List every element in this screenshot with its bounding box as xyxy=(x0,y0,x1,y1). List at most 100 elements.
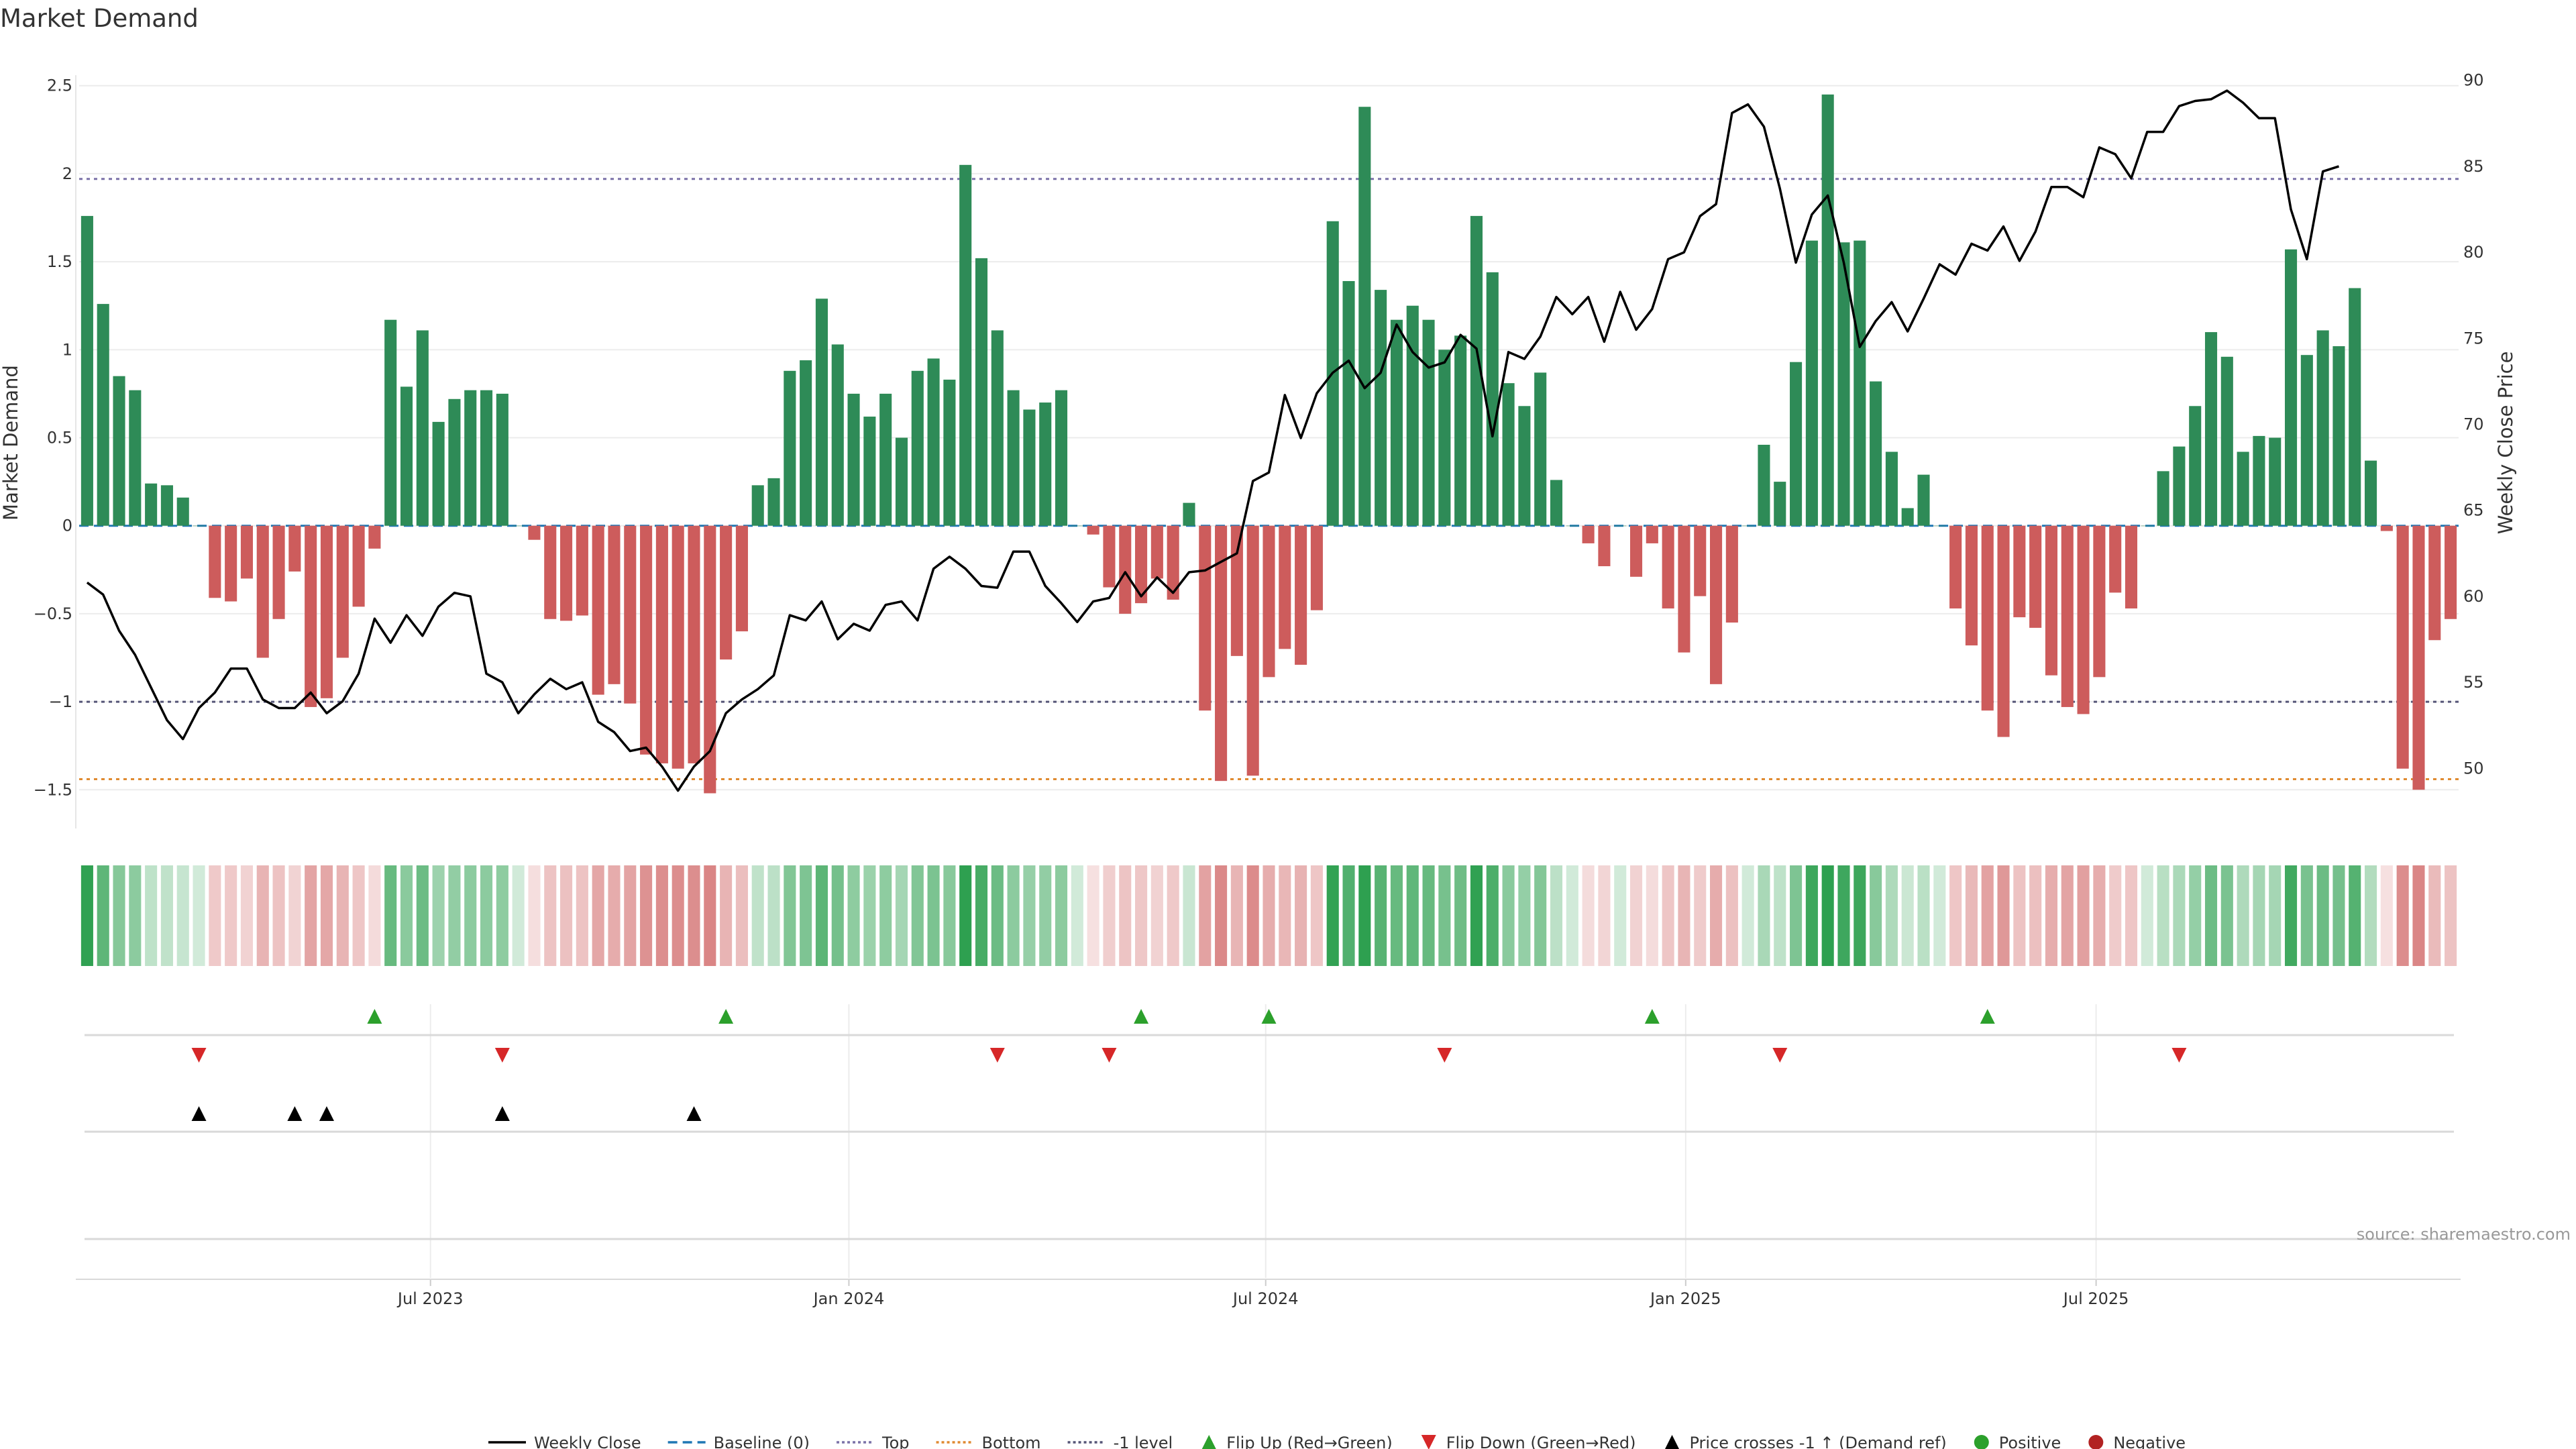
heat-cell xyxy=(1438,865,1451,966)
heat-cell xyxy=(1917,865,1930,966)
demand-bar xyxy=(1646,525,1658,543)
demand-bar xyxy=(1023,409,1036,526)
heat-cell xyxy=(305,865,317,966)
heat-cell xyxy=(895,865,908,966)
heat-cell xyxy=(2220,865,2233,966)
y-tick-label: 1 xyxy=(62,340,72,359)
demand-bar xyxy=(1885,451,1898,526)
demand-bar xyxy=(1854,240,1866,526)
demand-bar xyxy=(145,483,158,526)
y2-tick-label: 75 xyxy=(2463,329,2484,347)
heat-cell xyxy=(2109,865,2122,966)
demand-bar xyxy=(1949,525,1962,609)
heat-cell xyxy=(2316,865,2329,966)
heat-cell xyxy=(528,865,541,966)
heat-cell xyxy=(2013,865,2026,966)
heat-cell xyxy=(1885,865,1898,966)
demand-bar xyxy=(1997,525,2010,737)
demand-bar xyxy=(2300,355,2313,526)
legend-label: Bottom xyxy=(982,1434,1041,1449)
demand-bar xyxy=(1215,525,1228,782)
heat-cell xyxy=(863,865,876,966)
demand-bar xyxy=(991,330,1004,526)
heat-cell xyxy=(256,865,269,966)
heat-cell xyxy=(2093,865,2106,966)
heat-cell xyxy=(1215,865,1228,966)
y2-tick-label: 85 xyxy=(2463,157,2484,176)
heat-cell xyxy=(1230,865,1243,966)
demand-bar xyxy=(624,525,637,704)
demand-bar xyxy=(176,497,189,526)
weekly-close-line xyxy=(86,89,2340,792)
legend-label: -1 level xyxy=(1114,1434,1173,1449)
y2-tick-label: 80 xyxy=(2463,243,2484,262)
heat-cell xyxy=(576,865,588,966)
heat-cell xyxy=(592,865,604,966)
demand-bar xyxy=(2141,525,2153,527)
heat-cell xyxy=(1534,865,1547,966)
heat-cell xyxy=(1390,865,1403,966)
heat-cell xyxy=(1150,865,1163,966)
y-axis-right: 90 85 80 75 70 65 60 55 50 xyxy=(2463,71,2484,778)
heat-cell xyxy=(2077,865,2090,966)
y2-tick-label: 60 xyxy=(2463,587,2484,606)
flip-up-marker xyxy=(1980,1009,1995,1024)
demand-bar xyxy=(1518,406,1531,526)
demand-bar xyxy=(1582,525,1595,543)
demand-bar xyxy=(209,525,221,598)
demand-bar xyxy=(2253,435,2265,526)
legend-label: Negative xyxy=(2113,1434,2186,1449)
demand-bar xyxy=(720,525,733,660)
heat-cell xyxy=(2365,865,2377,966)
demand-bar xyxy=(2125,525,2138,609)
demand-bar xyxy=(496,393,508,526)
y-axis-left: 2.5 2 1.5 1 0.5 0 −0.5 −1 −1.5 xyxy=(34,75,76,828)
legend: Weekly Close Baseline (0) Top Bottom -1 leve… xyxy=(488,1434,2186,1449)
demand-bar xyxy=(1263,525,1275,678)
heat-cell xyxy=(751,865,764,966)
demand-bar xyxy=(592,525,604,695)
heat-cell xyxy=(145,865,158,966)
heat-cell xyxy=(2125,865,2138,966)
price-cross-marker xyxy=(191,1106,207,1121)
heat-cell xyxy=(1694,865,1707,966)
y-tick-label: −0.5 xyxy=(34,604,72,623)
demand-bar xyxy=(1901,508,1914,526)
demand-bar xyxy=(1550,480,1563,526)
demand-bar xyxy=(1790,362,1803,526)
demand-bar xyxy=(2093,525,2106,678)
legend-item: Flip Down (Green→Red) xyxy=(1421,1434,1636,1449)
demand-bar xyxy=(193,525,205,527)
demand-bar xyxy=(879,393,892,526)
demand-bar xyxy=(1055,390,1068,526)
demand-bar xyxy=(640,525,653,755)
demand-bar xyxy=(225,525,237,602)
demand-bar xyxy=(432,421,445,526)
heat-cell xyxy=(1614,865,1627,966)
heat-cell xyxy=(2189,865,2202,966)
heat-cell xyxy=(1167,865,1179,966)
heat-cell xyxy=(2141,865,2153,966)
demand-bar xyxy=(272,525,285,619)
signal-markers-panel xyxy=(85,1009,2454,1240)
heat-cell xyxy=(1805,865,1818,966)
demand-bar xyxy=(1406,305,1419,526)
heat-cell xyxy=(1758,865,1770,966)
x-tick-label: Jul 2023 xyxy=(396,1289,464,1308)
heat-cell xyxy=(2269,865,2282,966)
heat-cell xyxy=(879,865,892,966)
heat-cell xyxy=(416,865,429,966)
legend-label: Flip Up (Red→Green) xyxy=(1226,1434,1393,1449)
heat-cell xyxy=(1342,865,1355,966)
heat-cell xyxy=(1774,865,1786,966)
heat-cell xyxy=(1502,865,1515,966)
heat-cell xyxy=(1199,865,1212,966)
heat-cell xyxy=(1039,865,1052,966)
demand-bar xyxy=(735,525,748,632)
demand-bar xyxy=(2332,346,2345,526)
demand-bar xyxy=(80,215,93,526)
heat-cell xyxy=(640,865,653,966)
demand-bar xyxy=(1199,525,1212,711)
demand-bar xyxy=(320,525,333,698)
demand-bar xyxy=(2220,356,2233,526)
